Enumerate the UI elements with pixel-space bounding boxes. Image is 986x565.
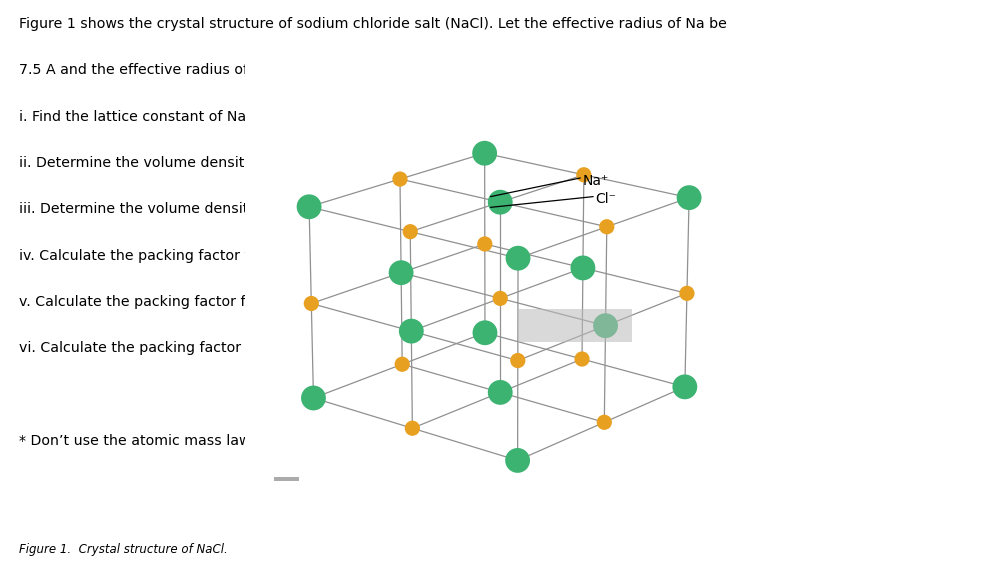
- Text: iii. Determine the volume density of Cl.: iii. Determine the volume density of Cl.: [19, 202, 297, 216]
- Text: i. Find the lattice constant of NaCl.: i. Find the lattice constant of NaCl.: [19, 110, 264, 124]
- Text: Figure 1 shows the crystal structure of sodium chloride salt (NaCl). Let the eff: Figure 1 shows the crystal structure of …: [19, 17, 726, 31]
- Text: Cl⁻: Cl⁻: [595, 192, 615, 206]
- Text: ii. Determine the volume density of Na.: ii. Determine the volume density of Na.: [19, 156, 299, 170]
- Text: Na⁺: Na⁺: [582, 174, 608, 188]
- Text: iv. Calculate the packing factor for Na.: iv. Calculate the packing factor for Na.: [19, 249, 292, 263]
- FancyBboxPatch shape: [518, 309, 631, 342]
- Text: Figure 1.  Crystal structure of NaCl.: Figure 1. Crystal structure of NaCl.: [19, 542, 227, 556]
- Text: v. Calculate the packing factor for Cl.: v. Calculate the packing factor for Cl.: [19, 295, 282, 309]
- Text: * Don’t use the atomic mass law: * Don’t use the atomic mass law: [19, 434, 249, 448]
- Text: vi. Calculate the packing factor for both Na and Cl: vi. Calculate the packing factor for bot…: [19, 341, 375, 355]
- FancyBboxPatch shape: [274, 477, 299, 481]
- Text: 7.5 A and the effective radius of Cl be 8.5 A. °: 7.5 A and the effective radius of Cl be …: [19, 63, 345, 77]
